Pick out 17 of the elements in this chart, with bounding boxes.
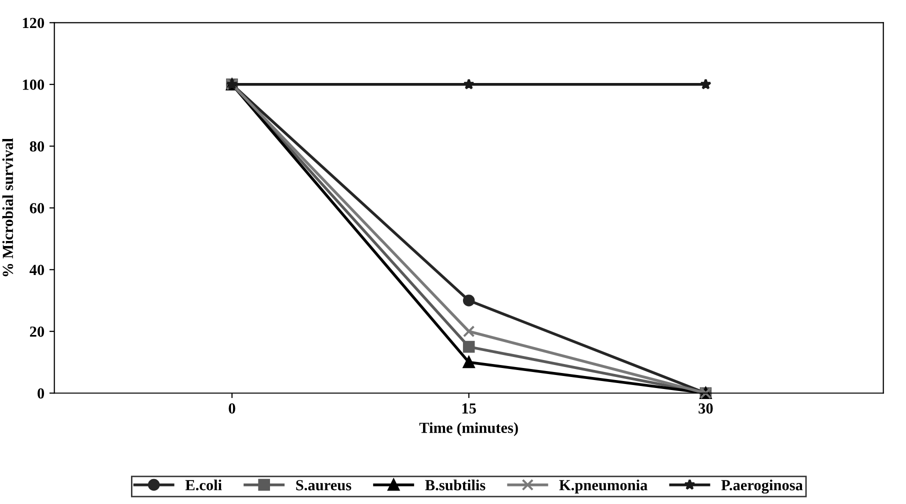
x-tick-label: 15 (462, 403, 476, 414)
y-tick-label: 60 (30, 203, 44, 214)
x-tick-label: 30 (698, 403, 713, 414)
legend-label: S.aureus (296, 480, 352, 490)
y-tick-label: 120 (22, 18, 44, 28)
y-tick-label: 0 (38, 388, 44, 399)
y-tick-label: 40 (30, 264, 44, 276)
legend-label: P.aeroginosa (721, 480, 803, 494)
x-tick-label: 0 (228, 403, 236, 414)
legend-label: K.pneumonia (559, 480, 648, 494)
y-tick-label: 20 (30, 326, 44, 337)
y-tick-label: 100 (22, 80, 44, 90)
y-axis-title: % Microbial survival (2, 138, 14, 276)
x-axis-title: Time (minutes) (419, 422, 518, 436)
legend-label: B.subtilis (425, 480, 486, 490)
legend-label: E.coli (185, 480, 222, 490)
y-tick-label: 80 (30, 141, 44, 152)
